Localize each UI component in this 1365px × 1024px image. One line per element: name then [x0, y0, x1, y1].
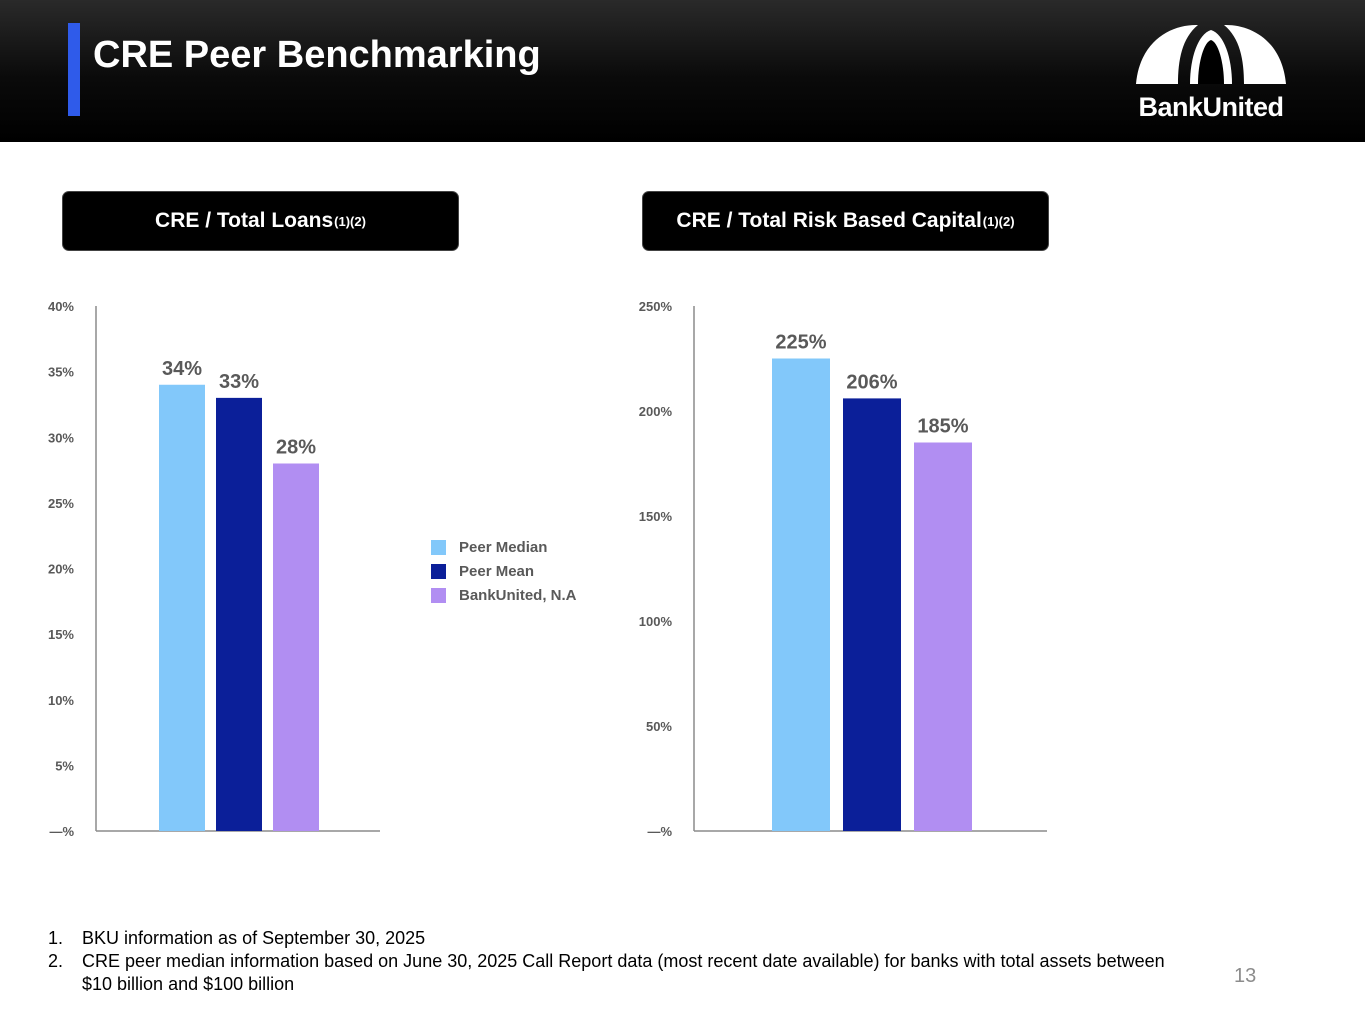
bar-peer-median — [159, 384, 205, 831]
y-tick-label: 25% — [48, 496, 74, 511]
y-tick-label: 100% — [639, 614, 673, 629]
title-accent-bar — [68, 23, 80, 116]
data-label: 28% — [276, 437, 316, 459]
legend-swatch — [431, 563, 446, 579]
footnote-2: 2. CRE peer median information based on … — [48, 950, 1168, 996]
y-tick-label: 50% — [646, 719, 672, 734]
data-label: 225% — [775, 332, 826, 354]
data-label: 206% — [846, 371, 897, 393]
chart-title-footnote-ref: (1)(2) — [982, 213, 1015, 229]
y-tick-label: 10% — [48, 693, 74, 708]
bar-bankunited-n-a — [273, 463, 319, 831]
legend-swatch — [431, 587, 446, 603]
chart-title-text: CRE / Total Loans — [155, 209, 334, 232]
bar-peer-mean — [216, 397, 262, 831]
logo-wordmark: BankUnited — [1138, 92, 1284, 122]
legend-item-peer-mean: Peer Mean — [431, 559, 577, 583]
y-tick-label: 30% — [48, 430, 74, 445]
y-tick-label: —% — [647, 824, 672, 839]
y-tick-label: 20% — [48, 562, 74, 577]
y-tick-label: 200% — [639, 404, 673, 419]
bar-bankunited-n-a — [914, 442, 972, 831]
data-label: 33% — [219, 371, 259, 393]
legend-label: Peer Median — [459, 538, 548, 556]
footnote-number: 1. — [48, 928, 64, 948]
y-tick-label: 150% — [639, 509, 673, 524]
footnote-1: 1. BKU information as of September 30, 2… — [48, 927, 1168, 950]
header-banner: CRE Peer Benchmarking BankUnited — [0, 0, 1365, 142]
bar-peer-mean — [843, 398, 901, 831]
footnote-text: CRE peer median information based on Jun… — [82, 951, 1165, 994]
legend-swatch — [431, 539, 446, 555]
chart-title-cre-total-loans: CRE / Total Loans (1)(2) — [62, 191, 459, 251]
footnotes: 1. BKU information as of September 30, 2… — [48, 927, 1168, 996]
legend-item-bankunited: BankUnited, N.A — [431, 583, 577, 607]
y-tick-label: —% — [49, 824, 74, 839]
data-label: 185% — [917, 416, 968, 438]
chart-title-cre-risk-capital: CRE / Total Risk Based Capital (1)(2) — [642, 191, 1049, 251]
legend-item-peer-median: Peer Median — [431, 535, 577, 559]
legend-label: BankUnited, N.A — [459, 586, 577, 604]
y-tick-label: 15% — [48, 627, 74, 642]
y-tick-label: 35% — [48, 365, 74, 380]
data-label: 34% — [162, 358, 202, 380]
chart-legend: Peer Median Peer Mean BankUnited, N.A — [431, 535, 577, 607]
y-tick-label: 40% — [48, 299, 74, 314]
bankunited-logo-icon — [1136, 24, 1286, 84]
chart-title-footnote-ref: (1)(2) — [334, 213, 366, 229]
y-tick-label: 250% — [639, 299, 673, 314]
bar-peer-median — [772, 358, 830, 831]
legend-label: Peer Mean — [459, 562, 535, 580]
footnote-number: 2. — [48, 951, 64, 971]
y-tick-label: 5% — [55, 758, 74, 773]
page-title: CRE Peer Benchmarking — [93, 34, 541, 76]
page-number: 13 — [1234, 965, 1257, 987]
chart-title-text: CRE / Total Risk Based Capital — [676, 209, 982, 232]
footnote-text: BKU information as of September 30, 2025 — [82, 928, 426, 948]
